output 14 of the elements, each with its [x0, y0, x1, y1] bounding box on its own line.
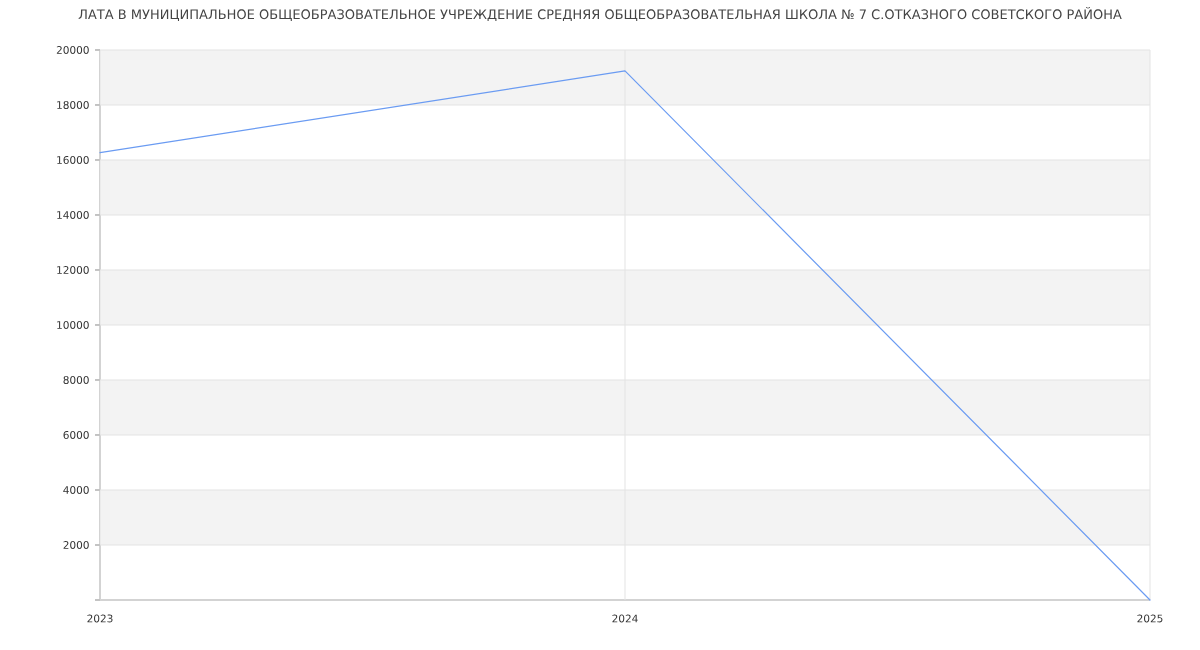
y-tick-label: 6000 — [63, 431, 89, 439]
y-tick-label: 14000 — [57, 211, 89, 219]
x-tick-label: 2024 — [612, 614, 638, 623]
y-tick-label: 20000 — [56, 46, 89, 54]
y-tick-label: 8000 — [63, 376, 89, 384]
y-tick-label: 18000 — [57, 101, 89, 109]
x-tick-label: 2023 — [87, 614, 113, 623]
y-tick-label: 12000 — [57, 266, 89, 274]
y-tick-label: 10000 — [57, 321, 89, 329]
y-tick-label: 2000 — [63, 541, 89, 549]
chart-title: ЛАТА В МУНИЦИПАЛЬНОЕ ОБЩЕОБРАЗОВАТЕЛЬНОЕ УЧРЕЖДЕНИЕ СРЕДНЯЯ ОБЩЕОБРАЗОВАТЕЛЬНАЯ ШКОЛА № 7 С.ОТКАЗНОГО СОВЕТСКОГО РАЙОНА — [78, 6, 1122, 22]
y-tick-label: 16000 — [57, 156, 89, 164]
y-tick-label: 4000 — [63, 486, 89, 494]
x-tick-label: 2025 — [1137, 614, 1163, 623]
